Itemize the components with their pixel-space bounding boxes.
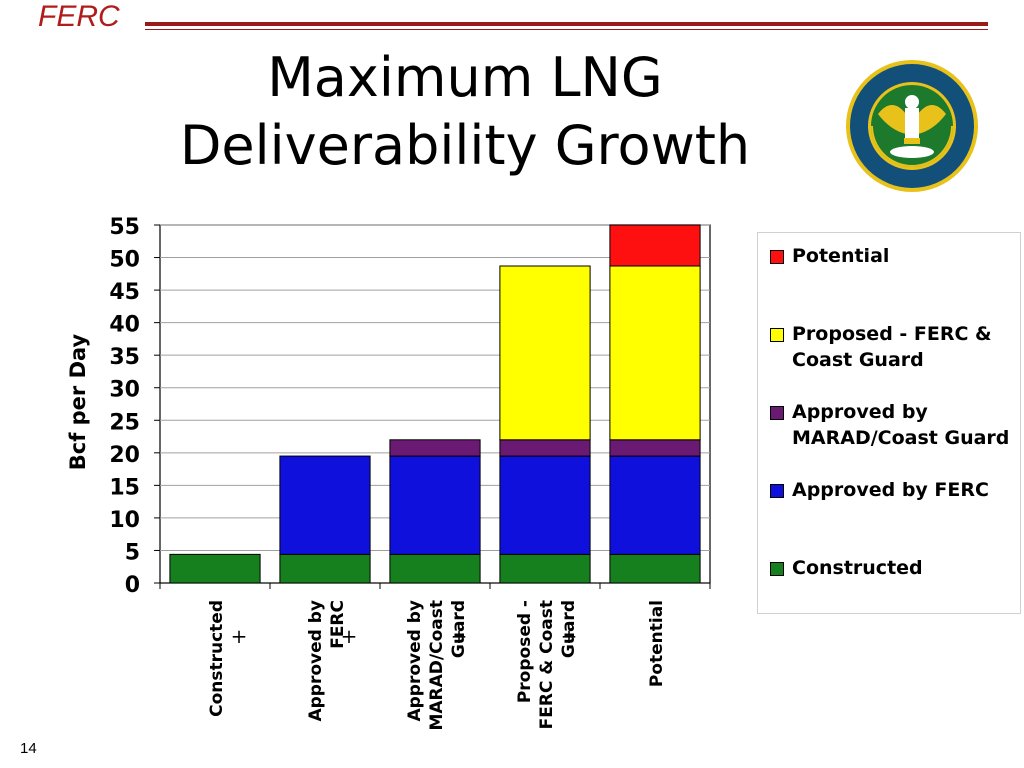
bar-segment [389,455,481,555]
slide-title: Maximum LNG Deliverability Growth [150,44,780,180]
legend-item-approved-ferc: Approved by FERC [770,477,1020,503]
legend-swatch-approved-marad [770,406,784,420]
x-tick-label-line: Guard [449,600,469,658]
bars-layer [169,224,701,584]
legend-swatch-proposed [770,328,784,342]
bar-segment [499,265,591,441]
legend-swatch-potential [770,250,784,264]
bar-segment [279,553,371,584]
y-tick-label: 50 [109,248,140,273]
bar-segment [609,553,701,584]
legend-swatch-approved-ferc [770,484,784,498]
axis-layer [154,224,711,589]
legend-label: Proposed - FERC & Coast Guard [792,323,992,371]
legend-item-constructed: Constructed [770,555,1020,581]
legend-item-approved-marad: Approved by MARAD/Coast Guard [770,399,1020,451]
bar-segment [389,553,481,584]
y-tick-label: 0 [125,573,140,598]
header-rule [145,22,988,26]
y-tick-label: 15 [109,475,140,500]
bar-segment [609,439,701,457]
x-tick-label-line: Potential [647,600,667,687]
legend-label: Approved by MARAD/Coast Guard [792,401,1010,449]
doe-ferc-seal-icon [846,60,978,192]
chart-legend: Potential Proposed - FERC & Coast Guard … [757,232,1021,614]
bar-segment [609,265,701,441]
x-tick-label: Potential [647,600,667,687]
x-tick-label-line: Guard [559,600,579,658]
y-tick-label: 25 [109,410,140,435]
x-tick-label: Approved by FERC [306,600,348,722]
annotation-mark: + [341,624,358,648]
bar-segment [169,553,261,584]
y-tick-label: 35 [109,345,140,370]
legend-item-potential: Potential [770,243,1020,269]
y-tick-label: 5 [125,540,140,565]
bar-segment [279,455,371,555]
x-tick-label-line: FERC & Coast [537,600,557,729]
bar-segment [499,439,591,457]
annotation-mark: + [451,624,468,648]
y-tick-labels: 0 5 10 15 20 25 30 35 40 45 50 55 [109,215,140,598]
y-tick-label: 30 [109,378,140,403]
bar-segment [389,439,481,457]
annotation-mark: + [231,624,248,648]
ferc-brand-text: FERC [38,0,120,33]
legend-item-proposed: Proposed - FERC & Coast Guard [770,321,1020,373]
y-tick-label: 20 [109,443,140,468]
x-tick-label: Proposed - FERC & Coast Guard [515,600,579,729]
bar-segment [609,224,701,267]
legend-label: Constructed [792,557,923,579]
annotations: + + + + [231,624,578,648]
y-tick-label: 45 [109,280,140,305]
legend-label: Approved by FERC [792,479,989,501]
x-tick-labels: Constructed Approved by FERC Approved by MAR… [207,600,667,731]
y-tick-label: 55 [109,215,140,240]
x-tick-label-line: FERC [328,600,348,649]
legend-label: Potential [792,245,890,267]
legend-swatch-constructed [770,562,784,576]
x-tick-label-line: Approved by [405,600,425,722]
x-tick-label: Approved by MARAD/Coast Guard [405,600,469,731]
header-rule-thin [145,29,988,30]
y-axis-label: Bcf per Day [66,333,90,470]
bar-segment [499,553,591,584]
annotation-mark: + [561,624,578,648]
x-tick-label-line: Proposed - [515,600,535,703]
x-tick-label: Constructed [207,600,227,717]
y-tick-label: 40 [109,313,140,338]
title-line-1: Maximum LNG [267,46,663,109]
x-tick-label-line: Approved by [306,600,326,722]
y-tick-label: 10 [109,508,140,533]
bar-segment [499,455,591,555]
page-number: 14 [20,740,37,757]
bar-segment [609,455,701,555]
title-line-2: Deliverability Growth [179,114,751,177]
x-tick-label-line: MARAD/Coast [427,600,447,731]
x-tick-label-line: Constructed [207,600,227,717]
